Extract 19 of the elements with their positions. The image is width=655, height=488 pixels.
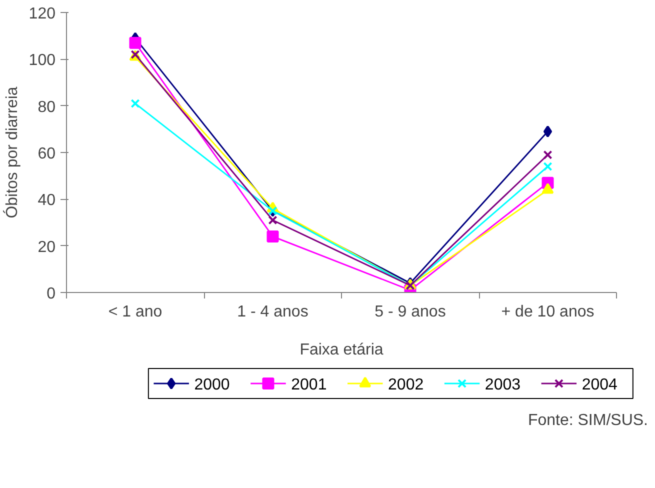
x-tick-label: < 1 ano [108,304,162,320]
x-axis-title: Faixa etária [300,342,384,358]
legend-label: 2004 [582,376,618,394]
x-tick-label: + de 10 anos [501,304,594,320]
y-tick-label: 40 [38,192,56,210]
legend-label: 2002 [388,376,424,394]
legend-label: 2003 [484,376,521,394]
y-tick-label: 0 [46,286,56,302]
legend-label: 2000 [194,376,230,394]
source-note: Fonte: SIM/SUS. [528,411,648,431]
y-axis-title: Óbitos por diarreia [2,86,21,218]
y-tick-label: 120 [28,6,56,22]
legend-label: 2001 [291,376,327,394]
y-tick-label: 100 [28,52,56,70]
y-tick-label: 60 [38,146,56,162]
y-tick-label: 80 [38,98,56,116]
x-tick-label: 5 - 9 anos [374,304,446,320]
y-tick-label: 20 [38,238,56,256]
x-tick-label: 1 - 4 anos [237,304,308,320]
